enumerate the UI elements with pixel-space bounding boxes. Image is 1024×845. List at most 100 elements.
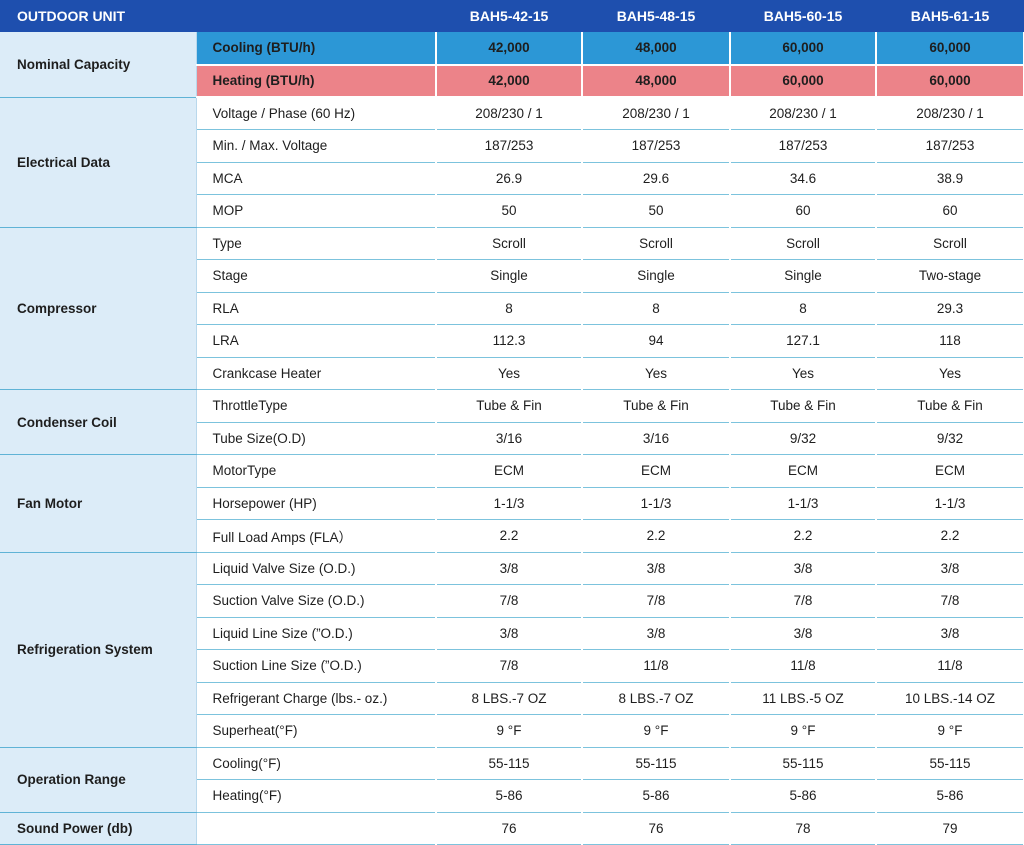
group-label: Operation Range bbox=[0, 747, 197, 813]
table-row: Condenser Coil ThrottleType Tube & Fin Tube… bbox=[0, 389, 1024, 455]
parameter-label: Tube Size(O.D) bbox=[196, 422, 437, 455]
value-cell: 187/253 bbox=[876, 129, 1024, 163]
group-label: Sound Power (db) bbox=[0, 812, 197, 845]
value-cell: Scroll bbox=[436, 227, 583, 260]
value-cell: 2.2 bbox=[730, 519, 877, 553]
parameter-label: Cooling (BTU/h) bbox=[196, 32, 437, 66]
table-body: Nominal Capacity Cooling (BTU/h) 42,000 48,… bbox=[0, 32, 1024, 845]
parameter-label: MotorType bbox=[196, 454, 437, 488]
value-cell: 11/8 bbox=[582, 649, 731, 683]
value-cell: 8 bbox=[436, 292, 583, 325]
parameter-label: Heating(°F) bbox=[196, 779, 437, 813]
parameter-label: MOP bbox=[196, 194, 437, 228]
value-cell: 8 bbox=[730, 292, 877, 325]
table-row: Suction Valve Size (O.D.) 7/8 7/8 7/8 7/8 bbox=[0, 584, 1024, 618]
table-row: Fan Motor MotorType ECM ECM ECM ECM bbox=[0, 454, 1024, 553]
value-cell: 2.2 bbox=[582, 519, 731, 553]
value-cell: 7/8 bbox=[582, 584, 731, 618]
table-row: Nominal Capacity Cooling (BTU/h) 42,000 48,… bbox=[0, 32, 1024, 98]
value-cell: 187/253 bbox=[730, 129, 877, 163]
value-cell: 3/8 bbox=[436, 617, 583, 650]
value-cell: 3/16 bbox=[582, 422, 731, 455]
value-cell: ECM bbox=[876, 454, 1024, 488]
group-label: Refrigeration System bbox=[0, 552, 197, 748]
header-label: OUTDOOR UNIT bbox=[0, 0, 196, 32]
value-cell: Yes bbox=[582, 357, 731, 390]
value-cell: 7/8 bbox=[876, 584, 1024, 618]
value-cell: 9 °F bbox=[582, 714, 731, 748]
value-cell: 42,000 bbox=[436, 32, 583, 66]
value-cell: 60,000 bbox=[730, 32, 877, 66]
value-cell: 127.1 bbox=[730, 324, 877, 358]
parameter-label: Min. / Max. Voltage bbox=[196, 129, 437, 163]
parameter-label: RLA bbox=[196, 292, 437, 325]
value-cell: Tube & Fin bbox=[876, 389, 1024, 423]
value-cell: 112.3 bbox=[436, 324, 583, 358]
value-cell: 8 LBS.-7 OZ bbox=[582, 682, 731, 715]
value-cell: Tube & Fin bbox=[436, 389, 583, 423]
value-cell: 3/8 bbox=[876, 617, 1024, 650]
value-cell: 3/8 bbox=[582, 552, 731, 585]
value-cell: 55-115 bbox=[730, 747, 877, 780]
value-cell: 1-1/3 bbox=[582, 487, 731, 520]
group-label: Compressor bbox=[0, 227, 197, 390]
parameter-label: Suction Valve Size (O.D.) bbox=[196, 584, 437, 618]
parameter-label bbox=[196, 812, 437, 845]
value-cell: 1-1/3 bbox=[436, 487, 583, 520]
value-cell: 7/8 bbox=[436, 649, 583, 683]
value-cell: 55-115 bbox=[436, 747, 583, 780]
header-blank bbox=[196, 0, 436, 32]
value-cell: 3/8 bbox=[876, 552, 1024, 585]
group-label: Nominal Capacity bbox=[0, 32, 197, 98]
value-cell: 9/32 bbox=[730, 422, 877, 455]
value-cell: 3/8 bbox=[582, 617, 731, 650]
value-cell: 76 bbox=[436, 812, 583, 845]
table-row: Crankcase Heater Yes Yes Yes Yes bbox=[0, 357, 1024, 390]
table-row: Electrical Data Voltage / Phase (60 Hz) 20… bbox=[0, 97, 1024, 228]
value-cell: 187/253 bbox=[436, 129, 583, 163]
value-cell: 79 bbox=[876, 812, 1024, 845]
value-cell: Tube & Fin bbox=[582, 389, 731, 423]
value-cell: 50 bbox=[436, 194, 583, 228]
value-cell: 60,000 bbox=[876, 64, 1024, 98]
parameter-label: Suction Line Size (”O.D.) bbox=[196, 649, 437, 683]
parameter-label: Crankcase Heater bbox=[196, 357, 437, 390]
value-cell: Single bbox=[582, 259, 731, 293]
value-cell: 2.2 bbox=[436, 519, 583, 553]
value-cell: 50 bbox=[582, 194, 731, 228]
value-cell: 48,000 bbox=[582, 32, 731, 66]
value-cell: 48,000 bbox=[582, 64, 731, 98]
parameter-label: Horsepower (HP) bbox=[196, 487, 437, 520]
value-cell: 187/253 bbox=[582, 129, 731, 163]
value-cell: 1-1/3 bbox=[876, 487, 1024, 520]
table-row: RLA 8 8 8 29.3 bbox=[0, 292, 1024, 325]
group-label: Electrical Data bbox=[0, 97, 197, 228]
table-row: Horsepower (HP) 1-1/3 1-1/3 1-1/3 1-1/3 bbox=[0, 487, 1024, 520]
value-cell: 11 LBS.-5 OZ bbox=[730, 682, 877, 715]
table-row: MOP 50 50 60 60 bbox=[0, 194, 1024, 228]
table-row: LRA 112.3 94 127.1 118 bbox=[0, 324, 1024, 358]
value-cell: 2.2 bbox=[876, 519, 1024, 553]
value-cell: Scroll bbox=[582, 227, 731, 260]
value-cell: 29.3 bbox=[876, 292, 1024, 325]
table-row: MCA 26.9 29.6 34.6 38.9 bbox=[0, 162, 1024, 195]
table-row: Heating (BTU/h) 42,000 48,000 60,000 60,000 bbox=[0, 64, 1024, 98]
parameter-label: Cooling(°F) bbox=[196, 747, 437, 780]
model-header: BAH5-42-15 bbox=[436, 0, 582, 32]
value-cell: 5-86 bbox=[436, 779, 583, 813]
table-row: Liquid Line Size (”O.D.) 3/8 3/8 3/8 3/8 bbox=[0, 617, 1024, 650]
value-cell: 60,000 bbox=[876, 32, 1024, 66]
value-cell: 29.6 bbox=[582, 162, 731, 195]
parameter-label: Liquid Line Size (”O.D.) bbox=[196, 617, 437, 650]
value-cell: 3/8 bbox=[436, 552, 583, 585]
table-row: Min. / Max. Voltage 187/253 187/253 187/253… bbox=[0, 129, 1024, 163]
model-header: BAH5-48-15 bbox=[582, 0, 730, 32]
value-cell: Single bbox=[436, 259, 583, 293]
table-row: Full Load Amps (FLA） 2.2 2.2 2.2 2.2 bbox=[0, 519, 1024, 553]
value-cell: Scroll bbox=[730, 227, 877, 260]
value-cell: 76 bbox=[582, 812, 731, 845]
value-cell: 208/230 / 1 bbox=[876, 97, 1024, 130]
value-cell: ECM bbox=[582, 454, 731, 488]
value-cell: Tube & Fin bbox=[730, 389, 877, 423]
